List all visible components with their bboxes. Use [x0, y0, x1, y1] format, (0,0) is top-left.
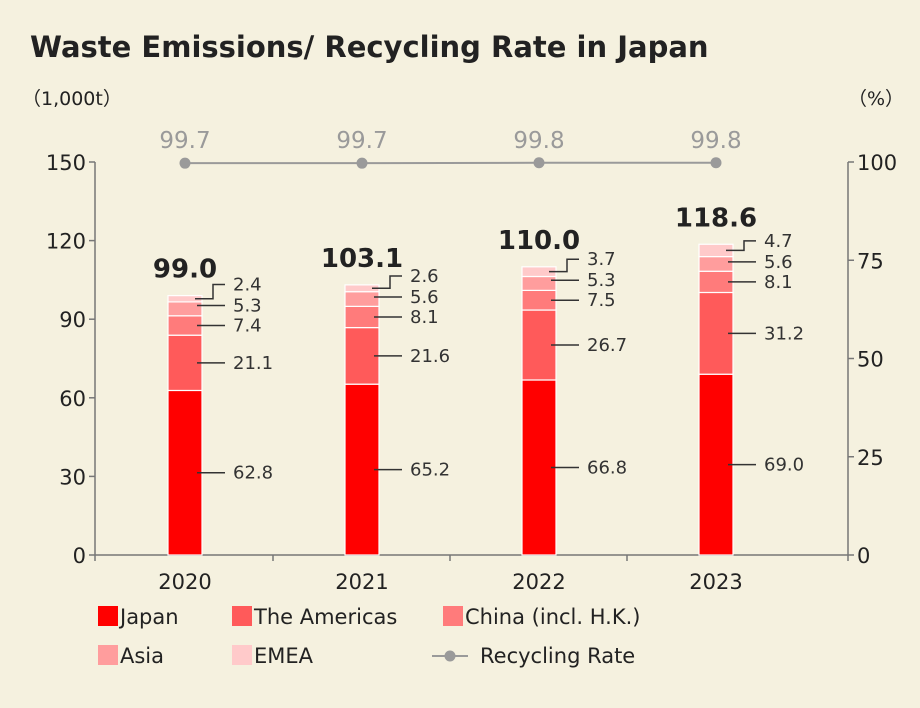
- right-tick-label: 75: [857, 249, 884, 273]
- legend-label: The Americas: [253, 605, 397, 629]
- segment-value-label: 31.2: [764, 323, 804, 344]
- bar-segment: [344, 305, 380, 329]
- bar-segment: [521, 379, 557, 556]
- right-tick-label: 50: [857, 348, 884, 372]
- segment-value-label: 7.5: [587, 290, 616, 311]
- left-axis-unit: （1,000t）: [22, 88, 122, 110]
- legend-swatch: [232, 645, 252, 665]
- recycling-rate-label: 99.8: [513, 128, 564, 154]
- legend-label: Asia: [120, 644, 164, 668]
- left-tick-label: 120: [46, 230, 86, 254]
- segment-value-label: 8.1: [410, 307, 439, 328]
- segment-value-label: 4.7: [764, 231, 793, 252]
- segment-value-label: 5.3: [233, 295, 262, 316]
- bar-segment: [521, 275, 557, 291]
- segment-value-label: 7.4: [233, 315, 262, 336]
- segment-value-label: 5.3: [587, 270, 616, 291]
- segment-value-label: 69.0: [764, 455, 804, 476]
- segment-value-label: 21.6: [410, 346, 450, 367]
- legend: Japan The Americas China (incl. H.K.) Asia E…: [98, 605, 640, 668]
- bar-total-label: 110.0: [498, 226, 580, 256]
- bar-segment: [344, 291, 380, 307]
- recycling-rate-point: [710, 157, 722, 169]
- right-tick-label: 25: [857, 446, 884, 470]
- bar-total-label: 118.6: [675, 203, 757, 233]
- x-tick-label: 2021: [335, 570, 388, 594]
- segment-value-label: 2.6: [410, 266, 439, 287]
- left-tick-label: 60: [59, 387, 86, 411]
- recycling-rate-label: 99.8: [690, 128, 741, 154]
- bar-segment: [167, 301, 203, 317]
- recycling-rate-point: [533, 157, 545, 169]
- segment-leader-line: [726, 240, 756, 252]
- legend-line-marker: [444, 650, 456, 662]
- bar-segment: [698, 270, 734, 294]
- x-tick-label: 2020: [158, 570, 211, 594]
- segment-value-label: 5.6: [764, 252, 793, 273]
- bar-segment: [698, 255, 734, 272]
- recycling-rate-point: [179, 157, 191, 169]
- segment-leader-line: [372, 275, 402, 290]
- legend-label: Recycling Rate: [480, 644, 635, 668]
- bar-segment: [521, 309, 557, 381]
- segment-value-label: 5.6: [410, 287, 439, 308]
- left-tick-label: 90: [59, 308, 86, 332]
- chart-title: Waste Emissions/ Recycling Rate in Japan: [30, 30, 709, 64]
- bar-segment: [344, 383, 380, 556]
- right-tick-label: 100: [857, 151, 897, 175]
- segment-value-label: 62.8: [233, 463, 273, 484]
- legend-label: EMEA: [254, 644, 314, 668]
- bar-segment: [344, 326, 380, 385]
- segment-value-label: 2.4: [233, 274, 262, 295]
- bar-segment: [698, 291, 734, 375]
- legend-label: China (incl. H.K.): [465, 605, 640, 629]
- segment-value-label: 8.1: [764, 272, 793, 293]
- segment-leader-line: [195, 283, 225, 300]
- bar-segment: [167, 389, 203, 556]
- legend-swatch: [98, 645, 118, 665]
- right-axis-unit: （%）: [848, 88, 904, 110]
- x-tick-label: 2022: [512, 570, 565, 594]
- segment-value-label: 26.7: [587, 335, 627, 356]
- bar-total-label: 103.1: [321, 244, 403, 274]
- recycling-rate-point: [356, 157, 368, 169]
- legend-swatch: [98, 606, 118, 626]
- bar-segment: [167, 315, 203, 336]
- segment-value-label: 3.7: [587, 249, 616, 270]
- left-tick-label: 30: [59, 465, 86, 489]
- segment-value-label: 66.8: [587, 457, 627, 478]
- plot-area: 0 30 60 90 120 150 0 25 50 75 100 2020 2021 2022 2023 6…: [46, 128, 897, 594]
- x-tick-label: 2023: [689, 570, 742, 594]
- segment-leader-line: [549, 258, 579, 273]
- legend-label: Japan: [118, 605, 179, 629]
- legend-swatch: [232, 606, 252, 626]
- recycling-rate-label: 99.7: [336, 128, 387, 154]
- bar-segment: [698, 373, 734, 556]
- legend-swatch: [443, 606, 463, 626]
- left-tick-label: 0: [73, 544, 86, 568]
- bar-segment: [521, 289, 557, 311]
- segment-value-label: 21.1: [233, 353, 273, 374]
- recycling-rate-label: 99.7: [159, 128, 210, 154]
- left-tick-label: 150: [46, 151, 86, 175]
- bar-segment: [167, 334, 203, 392]
- segment-value-label: 65.2: [410, 460, 450, 481]
- right-tick-label: 0: [857, 544, 870, 568]
- bar-total-label: 99.0: [153, 255, 217, 285]
